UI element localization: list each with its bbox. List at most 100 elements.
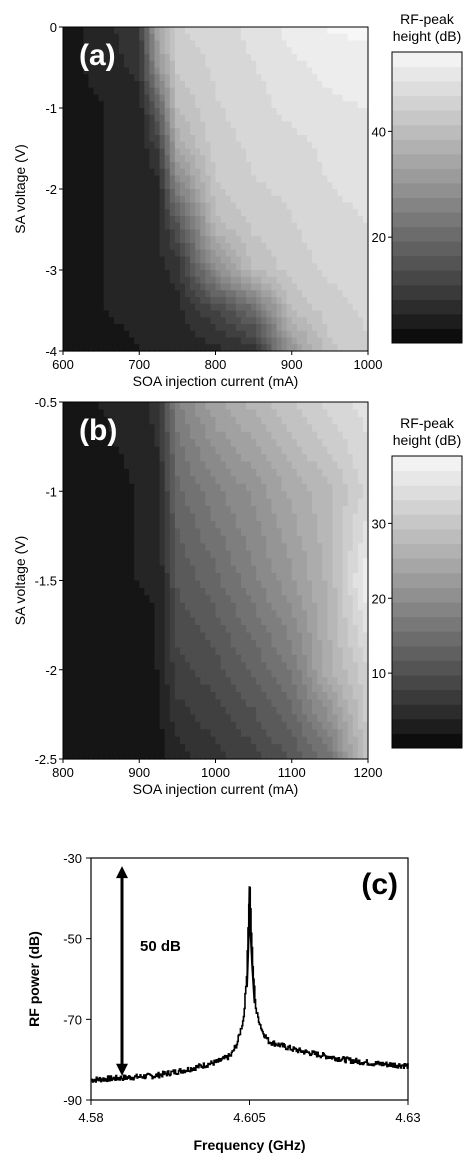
heatmap-cell [322, 558, 328, 567]
heatmap-cell [118, 263, 125, 271]
heatmap-cell [200, 640, 206, 649]
heatmap-cell [251, 625, 257, 634]
heatmap-cell [296, 310, 303, 318]
heatmap-cell [332, 535, 339, 544]
heatmap-cell [362, 135, 369, 143]
heatmap-cell [220, 283, 227, 291]
heatmap-cell [159, 263, 166, 271]
heatmap-cell [185, 565, 191, 574]
heatmap-cell [251, 647, 257, 656]
heatmap-cell [296, 409, 303, 418]
heatmap-cell [322, 182, 328, 190]
heatmap-cell [83, 647, 90, 656]
heatmap-cell [327, 506, 334, 515]
heatmap-cell [134, 209, 140, 217]
heatmap-cell [185, 297, 191, 305]
heatmap-cell [164, 195, 171, 204]
heatmap-cell [93, 141, 100, 150]
heatmap-cell [88, 87, 95, 96]
heatmap-cell [88, 263, 95, 271]
heatmap-cell [68, 54, 74, 62]
heatmap-cell [149, 189, 156, 197]
heatmap-cell [134, 47, 140, 55]
heatmap-cell [98, 647, 105, 656]
heatmap-cell [342, 476, 349, 485]
heatmap-cell [205, 454, 212, 463]
heatmap-cell [256, 67, 262, 75]
heatmap-cell [256, 580, 262, 589]
heatmap-cell [296, 535, 303, 544]
heatmap-cell [134, 587, 140, 596]
heatmap-cell [276, 256, 283, 264]
heatmap-cell [154, 290, 161, 298]
heatmap-cell [327, 543, 334, 552]
heatmap-cell [149, 632, 156, 641]
heatmap-cell [251, 81, 257, 89]
heatmap-cell [296, 468, 303, 477]
heatmap-cell [98, 229, 105, 237]
heatmap-cell [235, 81, 242, 89]
heatmap-cell [337, 236, 344, 244]
heatmap-cell [225, 506, 232, 515]
heatmap-cell [332, 162, 339, 170]
heatmap-cell [347, 439, 354, 448]
heatmap-cell [73, 222, 79, 231]
heatmap-cell [149, 647, 156, 656]
heatmap-cell [118, 256, 125, 264]
heatmap-cell [362, 317, 369, 325]
heatmap-cell [337, 431, 344, 440]
heatmap-cell [190, 409, 196, 418]
heatmap-cell [235, 101, 242, 109]
heatmap-cell [220, 229, 227, 237]
heatmap-cell [164, 162, 171, 170]
heatmap-cell [63, 175, 69, 183]
heatmap-cell [301, 317, 308, 325]
heatmap-cell [159, 67, 166, 75]
heatmap-cell [103, 155, 110, 163]
heatmap-cell [362, 263, 369, 271]
heatmap-cell [312, 310, 318, 318]
heatmap-cell [276, 595, 283, 604]
heatmap-cell [296, 276, 303, 285]
heatmap-cell [63, 270, 69, 278]
heatmap-cells [63, 27, 369, 352]
heatmap-cell [164, 249, 171, 258]
heatmap-cell [291, 270, 298, 278]
heatmap-cell [124, 617, 130, 626]
heatmap-cell [357, 243, 364, 251]
heatmap-cell [139, 33, 145, 42]
heatmap-cell [225, 602, 232, 611]
heatmap-cell [256, 270, 262, 278]
heatmap-cell [205, 135, 212, 143]
heatmap-cell [108, 270, 115, 278]
heatmap-cell [357, 409, 364, 418]
heatmap-cell [317, 610, 323, 619]
heatmap-cell [322, 461, 328, 470]
heatmap-cell [134, 297, 140, 305]
heatmap-cell [73, 402, 79, 411]
heatmap-cell [301, 283, 308, 291]
x-tick-label: 900 [281, 357, 303, 372]
heatmap-cell [205, 610, 212, 619]
heatmap-cell [347, 114, 354, 123]
heatmap-cell [240, 87, 247, 96]
heatmap-cell [190, 256, 196, 264]
heatmap-cell [93, 229, 100, 237]
heatmap-cell [185, 610, 191, 619]
heatmap-cell [88, 141, 95, 150]
heatmap-cell [327, 454, 334, 463]
heatmap-cell [301, 54, 308, 62]
heatmap-cell [159, 168, 166, 177]
heatmap-cell [195, 47, 201, 55]
heatmap-cell [103, 128, 110, 136]
heatmap-cell [246, 114, 252, 123]
heatmap-cell [332, 416, 339, 425]
heatmap-cell [271, 175, 278, 183]
heatmap-cell [327, 498, 334, 507]
heatmap-cell [327, 640, 334, 649]
heatmap-cell [134, 317, 140, 325]
heatmap-cell [220, 409, 227, 418]
heatmap-cell [307, 195, 313, 204]
heatmap-cell [276, 135, 283, 143]
heatmap-cell [332, 587, 339, 596]
